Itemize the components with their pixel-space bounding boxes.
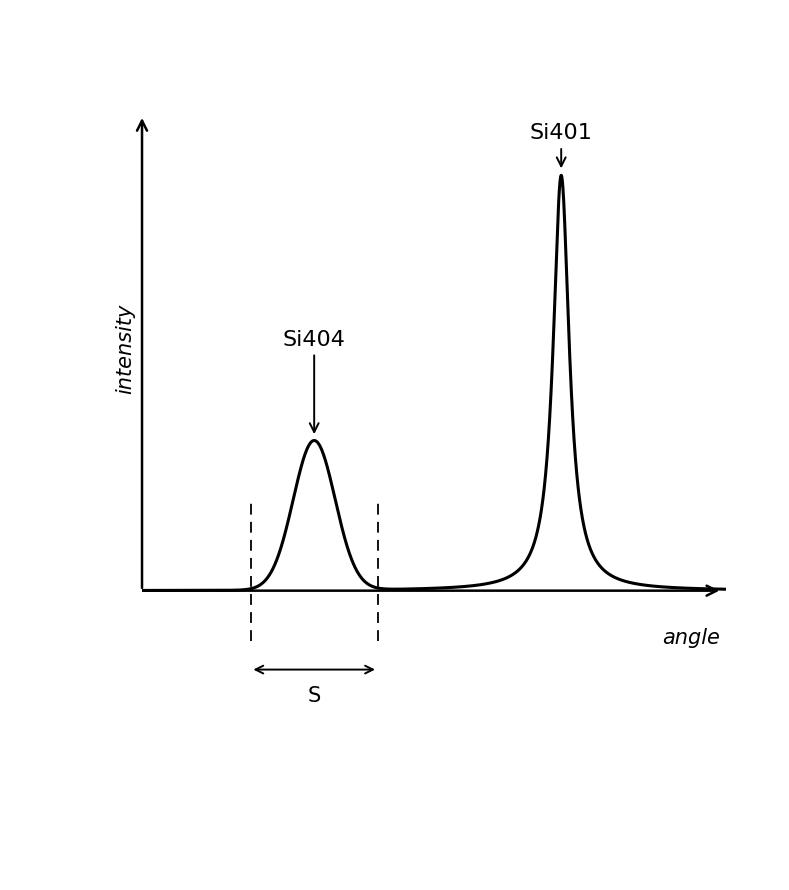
Text: intensity: intensity bbox=[115, 303, 136, 394]
Text: angle: angle bbox=[662, 628, 720, 648]
Text: S: S bbox=[308, 686, 321, 706]
Text: Si404: Si404 bbox=[282, 330, 346, 432]
Text: Si401: Si401 bbox=[529, 124, 593, 166]
